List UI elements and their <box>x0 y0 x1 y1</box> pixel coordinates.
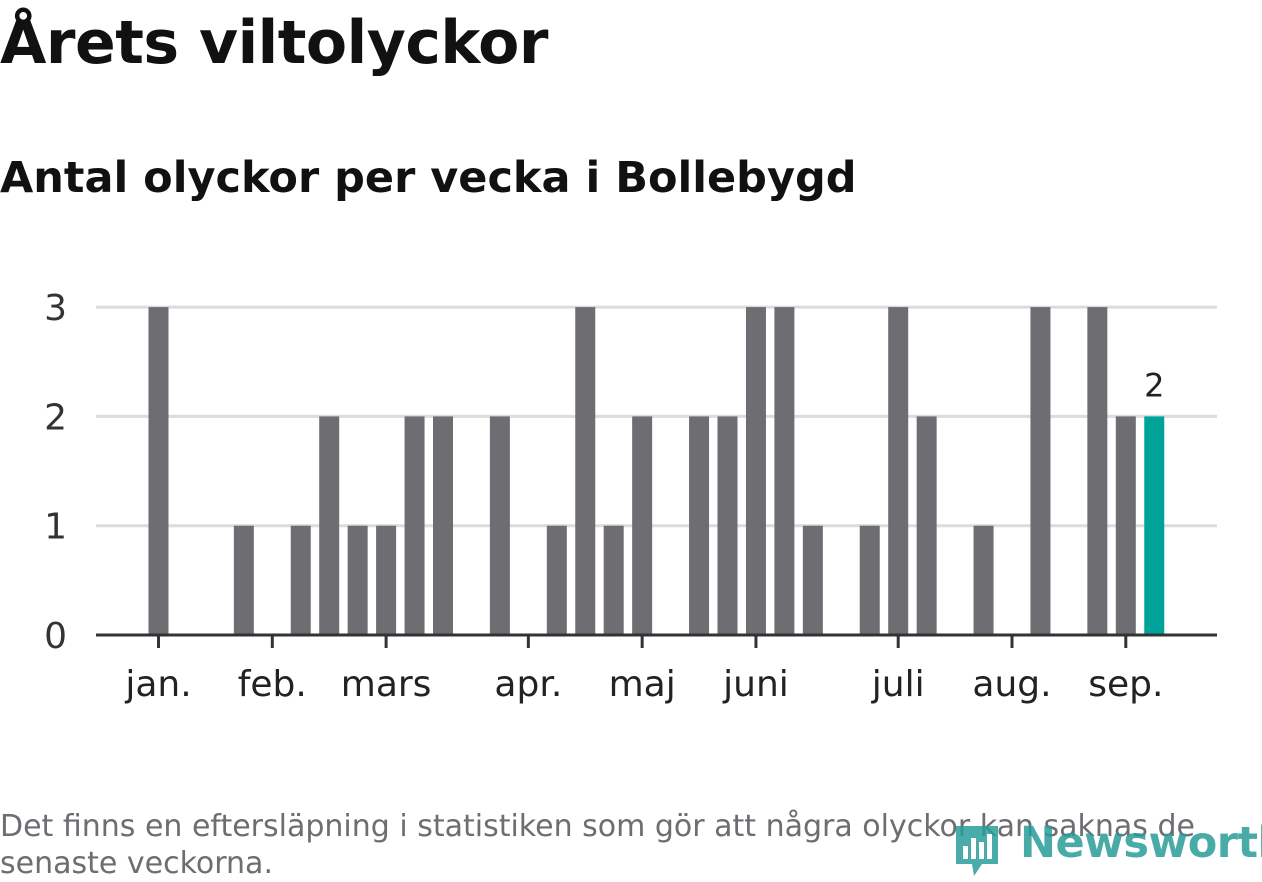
bar <box>347 525 368 635</box>
bar-value-label: 2 <box>1144 366 1164 404</box>
bars <box>148 307 1165 635</box>
bar <box>632 416 653 635</box>
bar <box>916 416 937 635</box>
x-tick-label: maj <box>609 664 676 705</box>
bar <box>1115 416 1136 635</box>
grid-lines <box>96 305 1217 528</box>
x-tick-label: juni <box>722 664 789 705</box>
bar <box>689 416 710 635</box>
x-tick-label: feb. <box>238 664 307 705</box>
bar <box>546 525 567 635</box>
x-tick-label: apr. <box>494 664 562 705</box>
y-tick-label: 3 <box>44 288 67 329</box>
bar <box>859 525 880 635</box>
bar <box>1030 307 1051 635</box>
logo-text: Newsworthy <box>1020 818 1262 868</box>
x-tick-label: mars <box>341 664 432 705</box>
y-tick-label: 2 <box>44 397 67 438</box>
x-tick-label: sep. <box>1088 664 1163 705</box>
bar <box>376 525 397 635</box>
y-tick-label: 0 <box>44 616 67 657</box>
bar <box>1087 307 1108 635</box>
bar <box>774 307 795 635</box>
x-axis <box>96 633 1217 648</box>
bar <box>404 416 425 635</box>
chart-subtitle: Antal olyckor per vecka i Bollebygd <box>0 153 857 203</box>
bar <box>319 416 340 635</box>
newsworthy-logo-icon <box>956 826 998 876</box>
x-tick-label: juli <box>871 664 925 705</box>
x-tick-label: aug. <box>972 664 1051 705</box>
newsworthy-logo: Newsworthy <box>952 816 1262 878</box>
bar <box>802 525 823 635</box>
axis-labels: 0 1 2 3 2 jan. feb. mars apr. maj juni juli aug. sep. <box>44 288 1164 705</box>
bar <box>433 416 453 635</box>
bar <box>717 416 738 635</box>
bar <box>745 307 766 635</box>
chart-title: Årets viltolyckor <box>0 8 549 78</box>
x-tick-label: jan. <box>124 664 191 705</box>
bar <box>888 307 909 635</box>
bar <box>290 525 311 635</box>
bar-highlight <box>1144 416 1165 635</box>
bar <box>575 307 596 635</box>
bar <box>603 525 624 635</box>
bar <box>973 525 994 635</box>
bar-chart: 0 1 2 3 2 jan. feb. mars apr. maj juni juli aug. sep. <box>44 288 1217 705</box>
bar <box>233 525 254 635</box>
bar <box>148 307 169 635</box>
y-tick-label: 1 <box>44 507 67 548</box>
bar <box>489 416 510 635</box>
